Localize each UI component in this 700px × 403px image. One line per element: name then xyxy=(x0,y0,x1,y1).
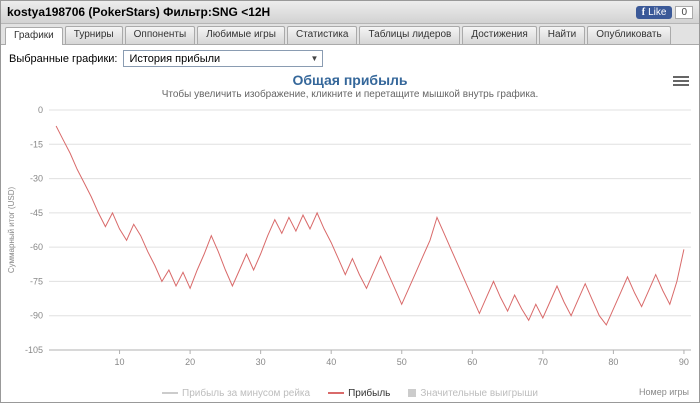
graph-toolbar: Выбранные графики: История прибыли ▼ xyxy=(1,45,699,70)
tab-tournaments[interactable]: Турниры xyxy=(64,26,123,44)
svg-text:30: 30 xyxy=(256,357,266,367)
tab-statistics[interactable]: Статистика xyxy=(286,26,358,44)
svg-text:-60: -60 xyxy=(30,242,43,252)
facebook-like-label: Like xyxy=(648,6,667,18)
legend-item-big-wins[interactable]: Значительные выигрыши xyxy=(408,388,538,399)
tab-bar: Графики Турниры Оппоненты Любимые игры С… xyxy=(1,24,699,45)
profit-chart[interactable]: 0 -15 -30 -45 -60 -75 -90 -105 10 20 30 40 50 60 70 80 9… xyxy=(3,102,697,380)
chart-area: Общая прибыль Чтобы увеличить изображени… xyxy=(1,70,699,401)
chart-legend: Прибыль за минусом рейка Прибыль Значите… xyxy=(1,385,699,401)
facebook-like-button[interactable]: f Like xyxy=(635,5,673,19)
legend-item-profit[interactable]: Прибыль xyxy=(328,388,390,399)
svg-text:70: 70 xyxy=(538,357,548,367)
legend-item-profit-minus-rake[interactable]: Прибыль за минусом рейка xyxy=(162,388,310,399)
legend-line-sample xyxy=(328,392,345,394)
svg-text:40: 40 xyxy=(326,357,336,367)
svg-text:-90: -90 xyxy=(30,311,43,321)
svg-text:-30: -30 xyxy=(30,174,43,184)
svg-text:10: 10 xyxy=(115,357,125,367)
hamburger-menu-icon[interactable] xyxy=(673,74,689,86)
facebook-icon: f xyxy=(641,6,646,18)
header-bar: kostya198706 (PokerStars) Фильтр:SNG <12… xyxy=(1,1,699,24)
svg-text:80: 80 xyxy=(608,357,618,367)
chevron-down-icon: ▼ xyxy=(310,54,319,63)
svg-text:0: 0 xyxy=(38,105,43,115)
graph-type-value: История прибыли xyxy=(129,52,221,65)
svg-text:-15: -15 xyxy=(30,139,43,149)
svg-text:90: 90 xyxy=(679,357,689,367)
facebook-like-widget: f Like 0 xyxy=(635,5,693,19)
svg-text:60: 60 xyxy=(467,357,477,367)
svg-text:50: 50 xyxy=(397,357,407,367)
svg-text:Суммарный итог (USD): Суммарный итог (USD) xyxy=(7,187,16,274)
facebook-like-count: 0 xyxy=(675,5,693,19)
chart-title: Общая прибыль xyxy=(292,72,408,88)
svg-text:20: 20 xyxy=(185,357,195,367)
svg-text:-45: -45 xyxy=(30,208,43,218)
tab-leaderboards[interactable]: Таблицы лидеров xyxy=(359,26,461,44)
svg-text:-105: -105 xyxy=(25,345,43,355)
tab-find[interactable]: Найти xyxy=(538,26,586,44)
player-title: kostya198706 (PokerStars) Фильтр:SNG <12… xyxy=(7,5,271,19)
svg-text:-75: -75 xyxy=(30,276,43,286)
legend-line-sample xyxy=(162,392,179,394)
chart-subtitle: Чтобы увеличить изображение, кликните и … xyxy=(161,89,539,100)
tab-favorite-games[interactable]: Любимые игры xyxy=(197,26,285,44)
tab-opponents[interactable]: Оппоненты xyxy=(124,26,196,44)
graph-type-select[interactable]: История прибыли ▼ xyxy=(123,50,324,67)
legend-square-sample xyxy=(408,389,417,397)
tab-publish[interactable]: Опубликовать xyxy=(587,26,671,44)
xaxis-title: Номер игры xyxy=(639,387,689,397)
selected-graphs-label: Выбранные графики: xyxy=(9,52,118,65)
tab-graphs[interactable]: Графики xyxy=(5,27,63,45)
tab-achievements[interactable]: Достижения xyxy=(462,26,537,44)
